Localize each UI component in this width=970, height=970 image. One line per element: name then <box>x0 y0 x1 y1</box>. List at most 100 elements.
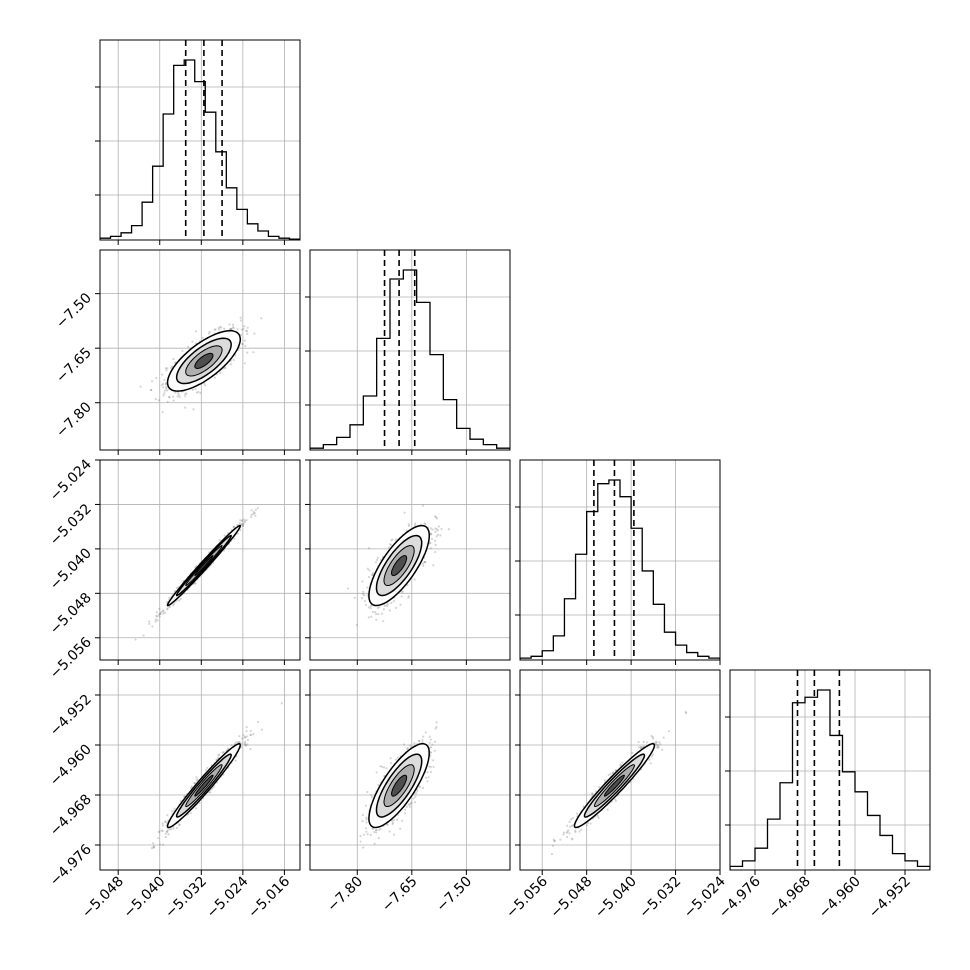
sample-point <box>408 805 411 809</box>
sample-point <box>249 733 252 736</box>
sample-point <box>162 612 165 615</box>
sample-point <box>410 801 413 804</box>
sample-point <box>422 564 425 568</box>
sample-point <box>553 839 556 843</box>
sample-point <box>157 613 161 616</box>
sample-point <box>385 767 388 770</box>
sample-point <box>382 608 385 611</box>
sample-point <box>177 393 181 396</box>
sample-point <box>184 393 187 396</box>
sample-point <box>404 808 407 811</box>
sample-point <box>365 830 368 833</box>
panel-frame <box>99 249 301 451</box>
sample-point <box>184 406 187 409</box>
sample-point <box>374 561 378 564</box>
sample-point <box>249 733 253 737</box>
sample-point <box>244 744 248 747</box>
sample-point <box>650 734 653 738</box>
density-contour <box>390 555 408 577</box>
sample-point <box>151 625 154 628</box>
sample-point <box>597 816 600 819</box>
sample-point <box>150 847 154 850</box>
sample-point <box>389 762 393 765</box>
panel-content <box>520 460 720 660</box>
panel-content <box>520 670 720 870</box>
sample-point <box>365 816 368 819</box>
sample-point <box>154 620 157 623</box>
sample-point <box>565 831 568 834</box>
y-tick-label: −5.048 <box>47 590 95 638</box>
sample-point <box>399 827 402 830</box>
sample-point <box>161 822 164 825</box>
panel-1-1 <box>305 249 511 455</box>
sample-point <box>254 514 257 517</box>
sample-point <box>142 634 145 637</box>
sample-point <box>400 590 403 593</box>
sample-point <box>430 537 434 540</box>
sample-point <box>244 736 247 739</box>
sample-point <box>155 611 158 614</box>
sample-point <box>256 720 260 724</box>
sample-point <box>370 615 373 618</box>
sample-point <box>435 535 438 538</box>
sample-point <box>375 558 379 561</box>
sample-point <box>428 765 431 768</box>
sample-point <box>149 389 153 392</box>
sample-point <box>243 742 246 745</box>
sample-point <box>238 741 241 744</box>
sample-point <box>239 333 243 336</box>
panel-3-2: −5.056−5.048−5.040−5.032−5.024 <box>503 669 729 921</box>
sample-point <box>253 512 256 515</box>
sample-point <box>168 605 172 609</box>
sample-point <box>375 828 378 832</box>
sample-point <box>230 327 233 330</box>
sample-point <box>369 604 372 608</box>
sample-point <box>241 519 244 522</box>
sample-point <box>361 813 364 816</box>
sample-point <box>366 833 369 836</box>
sample-point <box>171 810 174 813</box>
sample-point <box>376 606 380 610</box>
sample-point <box>166 367 169 370</box>
sample-point <box>174 391 177 394</box>
sample-point <box>429 541 432 545</box>
sample-point <box>150 388 153 391</box>
sample-point <box>217 754 220 757</box>
sample-point <box>568 832 571 835</box>
sample-point <box>365 827 368 830</box>
sample-point <box>424 731 427 734</box>
sample-point <box>191 388 194 391</box>
sample-point <box>378 828 381 832</box>
sample-point <box>406 748 409 751</box>
sample-point <box>243 521 246 524</box>
sample-point <box>429 746 433 749</box>
sample-point <box>172 357 175 361</box>
sample-point <box>367 616 370 619</box>
sample-point <box>206 766 209 770</box>
sample-point <box>435 528 438 531</box>
sample-point <box>190 785 193 788</box>
sample-point <box>371 610 374 614</box>
sample-point <box>239 528 242 532</box>
sample-point <box>401 819 404 822</box>
sample-point <box>164 820 167 823</box>
sample-point <box>428 735 431 738</box>
sample-point <box>434 550 437 554</box>
sample-point <box>435 721 438 724</box>
sample-point <box>427 776 430 779</box>
sample-point <box>571 838 574 841</box>
panel-content <box>100 670 300 870</box>
histogram-1 <box>310 269 510 450</box>
sample-point <box>436 533 440 536</box>
sample-point <box>407 596 410 599</box>
sample-point <box>667 730 671 733</box>
sample-point <box>218 328 221 331</box>
sample-point <box>165 387 168 390</box>
sample-point <box>252 351 255 354</box>
sample-point <box>562 831 565 834</box>
sample-point <box>161 411 164 414</box>
sample-point <box>417 739 421 742</box>
panel-content <box>310 670 510 870</box>
sample-point <box>418 785 421 789</box>
sample-point <box>232 525 235 528</box>
